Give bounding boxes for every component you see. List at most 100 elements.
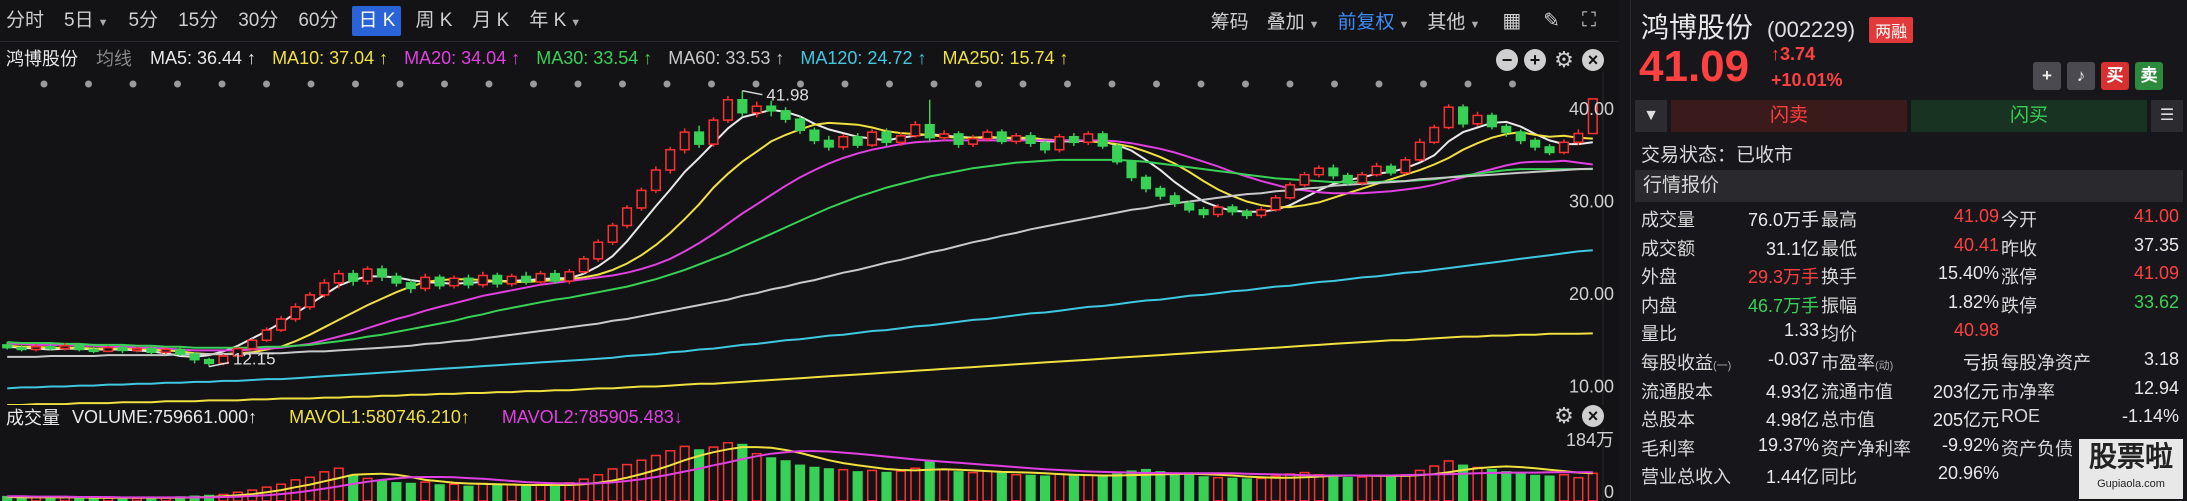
add-watch-icon[interactable]: +	[2033, 62, 2061, 90]
zoom-out-icon[interactable]: −	[1496, 49, 1518, 71]
volume-bar	[1530, 474, 1541, 501]
period-tab-9[interactable]: 年 K ▼	[523, 6, 587, 36]
layout-grid-icon[interactable]: ▦	[1502, 10, 1522, 32]
event-marker-dot	[129, 80, 137, 88]
event-marker-dot	[619, 80, 626, 88]
volume-bar	[809, 466, 820, 501]
candle-body	[722, 99, 734, 121]
volume-bar	[766, 457, 777, 501]
quote-value: 40.41	[1953, 234, 1999, 255]
volume-bar	[1385, 476, 1397, 501]
settings-gear-icon[interactable]: ⚙	[1554, 47, 1574, 72]
volume-bar	[722, 441, 734, 501]
candle-body	[420, 276, 431, 290]
quote-label: ROE	[2001, 406, 2041, 427]
candle-body	[967, 137, 979, 145]
candle-body	[1025, 135, 1036, 144]
zoom-in-icon[interactable]: +	[1524, 49, 1546, 71]
quote-row: 内盘 46.7万手 振幅 1.82% 跌停 33.62	[1641, 292, 2181, 320]
quote-label: 总股本	[1641, 410, 1695, 431]
buy-button[interactable]: 买	[2101, 62, 2129, 90]
quick-sell-button[interactable]: 闪买	[1911, 100, 2147, 132]
period-tab-2[interactable]: 5分	[122, 6, 164, 36]
candle-body	[996, 131, 1007, 143]
volume-bar	[838, 468, 849, 501]
candle-body	[290, 306, 301, 320]
period-tab-7[interactable]: 周 K	[409, 6, 458, 36]
candle-body	[405, 282, 416, 290]
volume-bar	[967, 471, 979, 501]
ma-style-selector[interactable]: 均线	[96, 49, 132, 69]
volume-bar	[823, 468, 834, 501]
candle-body	[780, 110, 791, 120]
watermark-small: Gupiaola.com	[2097, 478, 2165, 490]
quick-buy-button[interactable]: 闪卖	[1671, 100, 1907, 132]
other-button[interactable]: 其他 ▼	[1427, 7, 1480, 34]
volume-close-icon[interactable]: ×	[1582, 405, 1604, 427]
close-icon[interactable]: ×	[1582, 49, 1604, 71]
quote-row: 成交额 31.1亿 最低 40.41 昨收 37.35	[1641, 235, 2181, 263]
fullscreen-icon[interactable]: ⛶	[1582, 9, 1596, 31]
event-marker-dot	[352, 80, 359, 88]
period-tab-3[interactable]: 15分	[172, 6, 224, 36]
candle-body	[1530, 139, 1541, 148]
sell-button[interactable]: 卖	[2135, 62, 2163, 90]
event-marker-dot	[307, 80, 315, 88]
candle-body	[45, 345, 56, 350]
period-tab-5[interactable]: 60分	[292, 6, 344, 36]
quote-value: 46.7万手	[1747, 295, 1819, 316]
adjust-button[interactable]: 前复权 ▼	[1338, 7, 1410, 34]
candle-body	[564, 271, 575, 282]
quote-label: 市盈率(动)	[1821, 353, 1894, 373]
price-axis-label: 30.00	[1569, 192, 1614, 212]
event-marker-dot	[174, 80, 181, 88]
volume-bar	[1083, 474, 1094, 501]
candle-body	[463, 277, 474, 286]
candle-body	[1270, 197, 1281, 211]
quote-value: 20.96%	[1937, 463, 1999, 484]
volume-bar	[939, 468, 950, 501]
candle-body	[1299, 173, 1310, 186]
volume-bar	[1025, 474, 1036, 501]
volume-bar	[405, 482, 416, 501]
candle-body	[247, 339, 258, 350]
price-axis-label: 10.00	[1569, 377, 1614, 397]
ma-value-6: MA250: 15.74 ↑	[942, 47, 1069, 68]
low-annotation: 12.15	[233, 350, 276, 369]
quote-label: 资产净利率	[1821, 438, 1911, 459]
event-marker-dot	[975, 80, 982, 88]
volume-settings-icon[interactable]: ⚙	[1554, 403, 1574, 428]
chip-distribution-button[interactable]: 筹码	[1211, 7, 1249, 34]
period-tab-1[interactable]: 5日 ▼	[58, 6, 114, 36]
candle-body	[1227, 206, 1238, 213]
candle-body	[319, 282, 330, 296]
candle-body	[1429, 126, 1440, 144]
menu-icon[interactable]: ☰	[2151, 100, 2183, 132]
period-tab-label: 日 K	[358, 9, 396, 31]
ma-value-4: MA60: 33.53 ↑	[668, 47, 785, 68]
period-toolbar: 分时 5日 ▼ 5分 15分 30分 60分日 K 周 K 月 K 年 K ▼ 筹码 叠加 ▼ 前复权 ▼ 其他…	[0, 0, 1618, 42]
candle-body	[103, 346, 114, 353]
period-tab-6[interactable]: 日 K	[352, 5, 402, 36]
quote-value: 4.93亿	[1765, 381, 1819, 402]
quote-label: 涨停	[2001, 267, 2037, 288]
candle-body	[131, 347, 143, 352]
quote-value: 41.09	[1953, 206, 1999, 226]
draw-pen-icon[interactable]: ✎	[1543, 10, 1560, 32]
volume-axis-bottom: 0	[1604, 482, 1614, 501]
volume-bar	[1558, 474, 1570, 501]
volume-bar	[1054, 473, 1065, 501]
quote-label: 量比	[1641, 324, 1677, 345]
overlay-button[interactable]: 叠加 ▼	[1267, 7, 1320, 34]
period-tab-4[interactable]: 30分	[232, 6, 284, 36]
collapse-icon[interactable]: ▼	[1635, 100, 1667, 132]
volume-bar	[910, 467, 921, 501]
candlestick-chart[interactable]: 41.98 12.15 40.00 30.00 20.00 10.00	[0, 72, 1618, 405]
candle-body	[1184, 202, 1195, 211]
candle-body	[1155, 187, 1166, 197]
period-tab-0[interactable]: 分时	[0, 6, 50, 36]
period-tab-8[interactable]: 月 K	[466, 6, 515, 36]
volume-bar	[607, 468, 618, 501]
volume-bar	[881, 471, 892, 501]
alert-bell-icon[interactable]: ♪	[2067, 62, 2095, 90]
